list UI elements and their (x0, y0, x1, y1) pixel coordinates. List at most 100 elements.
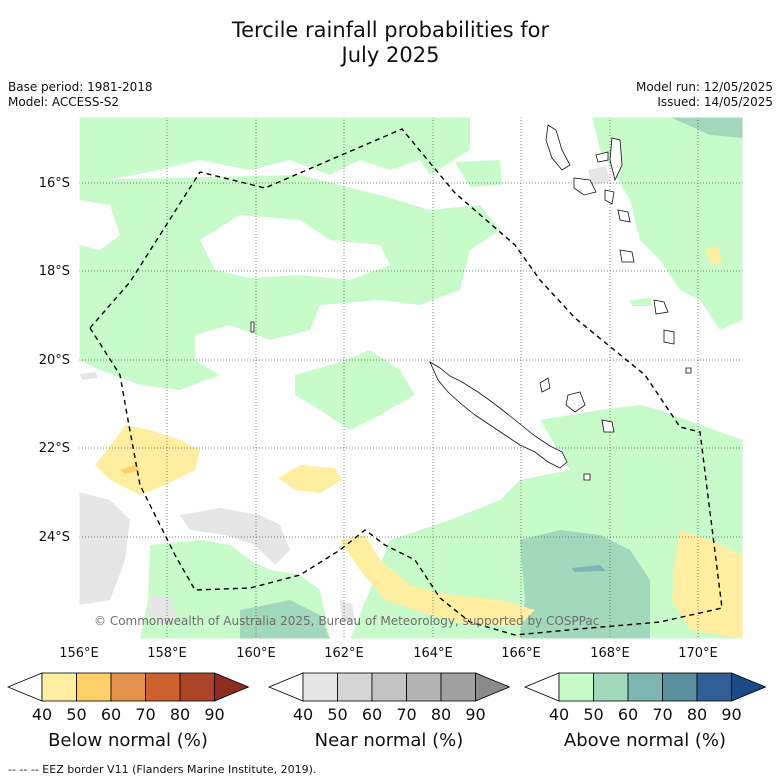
vanuatu-island (573, 177, 597, 196)
vanuatu-island (619, 249, 635, 263)
new-caledonia-island (429, 361, 568, 469)
vanuatu-island (609, 137, 623, 182)
below-normal-region (705, 246, 722, 266)
longitude-label: 158°E (147, 646, 187, 661)
colorbar-tick-label: 90 (465, 705, 486, 724)
colorbar-tick-label: 90 (721, 705, 742, 724)
above-normal-region (79, 175, 500, 390)
colorbar-tick-label: 50 (66, 705, 87, 724)
below-normal-60-region (120, 465, 140, 474)
near-normal-region (79, 492, 130, 605)
colorbar-swatch (627, 672, 663, 702)
colorbar-tick-label: 80 (430, 705, 452, 724)
latitude-label: 22°S (38, 441, 70, 456)
near-normal-title: Near normal (%) (314, 730, 464, 751)
loyalty-island (565, 391, 586, 413)
near-normal-region (80, 372, 98, 380)
colorbar-tick-label: 90 (204, 705, 225, 724)
eez-footnote: -- -- -- EEZ border V11 (Flanders Marine… (8, 763, 317, 776)
near-normal-region (340, 600, 355, 622)
colorbar-swatch (696, 672, 732, 702)
colorbar-tick-label: 80 (686, 705, 708, 724)
map-fields (79, 117, 743, 639)
colorbar-swatch (662, 672, 698, 702)
vanuatu-island (604, 189, 615, 205)
map-title: Tercile rainfall probabilities for July … (0, 18, 781, 68)
longitude-label: 168°E (590, 646, 630, 661)
longitude-label: 170°E (678, 646, 718, 661)
colorbar-swatch (76, 672, 112, 702)
colorbar-tick-label: 60 (100, 705, 122, 724)
colorbar-swatch (110, 672, 146, 702)
colorbar-tick-label: 40 (548, 705, 570, 724)
below-normal-region (95, 425, 200, 495)
latitude-label: 24°S (38, 530, 70, 545)
vanuatu-island (545, 124, 571, 171)
colorbar-tick-label: 60 (617, 705, 639, 724)
below-normal-region (340, 535, 535, 625)
above-normal-region (79, 117, 470, 185)
loyalty-island (601, 419, 615, 433)
above-normal-region (630, 298, 652, 306)
small-island (250, 321, 255, 333)
issued-text: Issued: 14/05/2025 (657, 95, 773, 109)
vanuatu-island (595, 151, 609, 163)
colorbar-swatch (145, 672, 181, 702)
white-hole (200, 215, 390, 280)
model-text: Model: ACCESS-S2 (8, 95, 120, 109)
colorbar-tick-label: 70 (652, 705, 673, 724)
colorbar-tick-label: 80 (169, 705, 191, 724)
colorbar-swatch (302, 672, 338, 702)
vanuatu-island (663, 329, 675, 345)
colorbar-tick-label: 70 (396, 705, 417, 724)
vanuatu-island (653, 299, 669, 315)
metadata-left: Base period: 1981-2018 Model: ACCESS-S2 (8, 80, 153, 110)
above-normal-region (592, 117, 743, 330)
small-island (583, 473, 591, 481)
colorbar-swatch (406, 672, 442, 702)
near-normal-region (148, 595, 178, 625)
near-normal-region (588, 166, 610, 185)
white-hole (79, 200, 120, 250)
coastlines (250, 124, 692, 481)
near-normal-region (180, 508, 290, 565)
longitude-label: 166°E (501, 646, 541, 661)
longitude-label: 160°E (236, 646, 276, 661)
colorbar-tick-label: 60 (361, 705, 383, 724)
above-normal-title: Above normal (%) (563, 730, 727, 751)
colorbar-tick-label: 50 (327, 705, 348, 724)
colorbar-swatch (593, 672, 629, 702)
colorbar-high-extension (214, 672, 250, 702)
colorbar-swatch (179, 672, 215, 702)
below-normal-title: Below normal (%) (48, 730, 208, 751)
base-period-text: Base period: 1981-2018 (8, 80, 153, 94)
colorbar-tick-label: 40 (31, 705, 53, 724)
colorbar-tick-label: 70 (135, 705, 156, 724)
colorbar-swatch (440, 672, 476, 702)
below-normal-region (672, 530, 743, 639)
copyright-notice: © Commonwealth of Australia 2025, Bureau… (94, 614, 600, 628)
vanuatu-island (617, 209, 631, 223)
eez-border (89, 128, 723, 636)
loyalty-island (539, 377, 551, 393)
longitude-label: 164°E (413, 646, 453, 661)
colorbar-tick-label: 40 (292, 705, 314, 724)
latitude-label: 18°S (38, 264, 70, 279)
above-normal-region (455, 160, 502, 187)
metadata-right: Model run: 12/05/2025 Issued: 14/05/2025 (636, 80, 773, 110)
colorbar-swatch (558, 672, 594, 702)
colorbars (6, 672, 767, 702)
title-line-2: July 2025 (341, 43, 440, 67)
title-line-1: Tercile rainfall probabilities for (231, 18, 550, 42)
colorbar-swatch (41, 672, 77, 702)
colorbar-high-extension (475, 672, 511, 702)
model-run-text: Model run: 12/05/2025 (635, 80, 773, 94)
colorbar-low-extension (6, 672, 43, 702)
colorbar-high-extension (731, 672, 767, 702)
small-island (685, 367, 692, 374)
longitude-label: 156°E (59, 646, 99, 661)
above-normal-60-region (572, 565, 606, 572)
colorbar-swatch (371, 672, 407, 702)
below-normal-region (278, 465, 342, 493)
